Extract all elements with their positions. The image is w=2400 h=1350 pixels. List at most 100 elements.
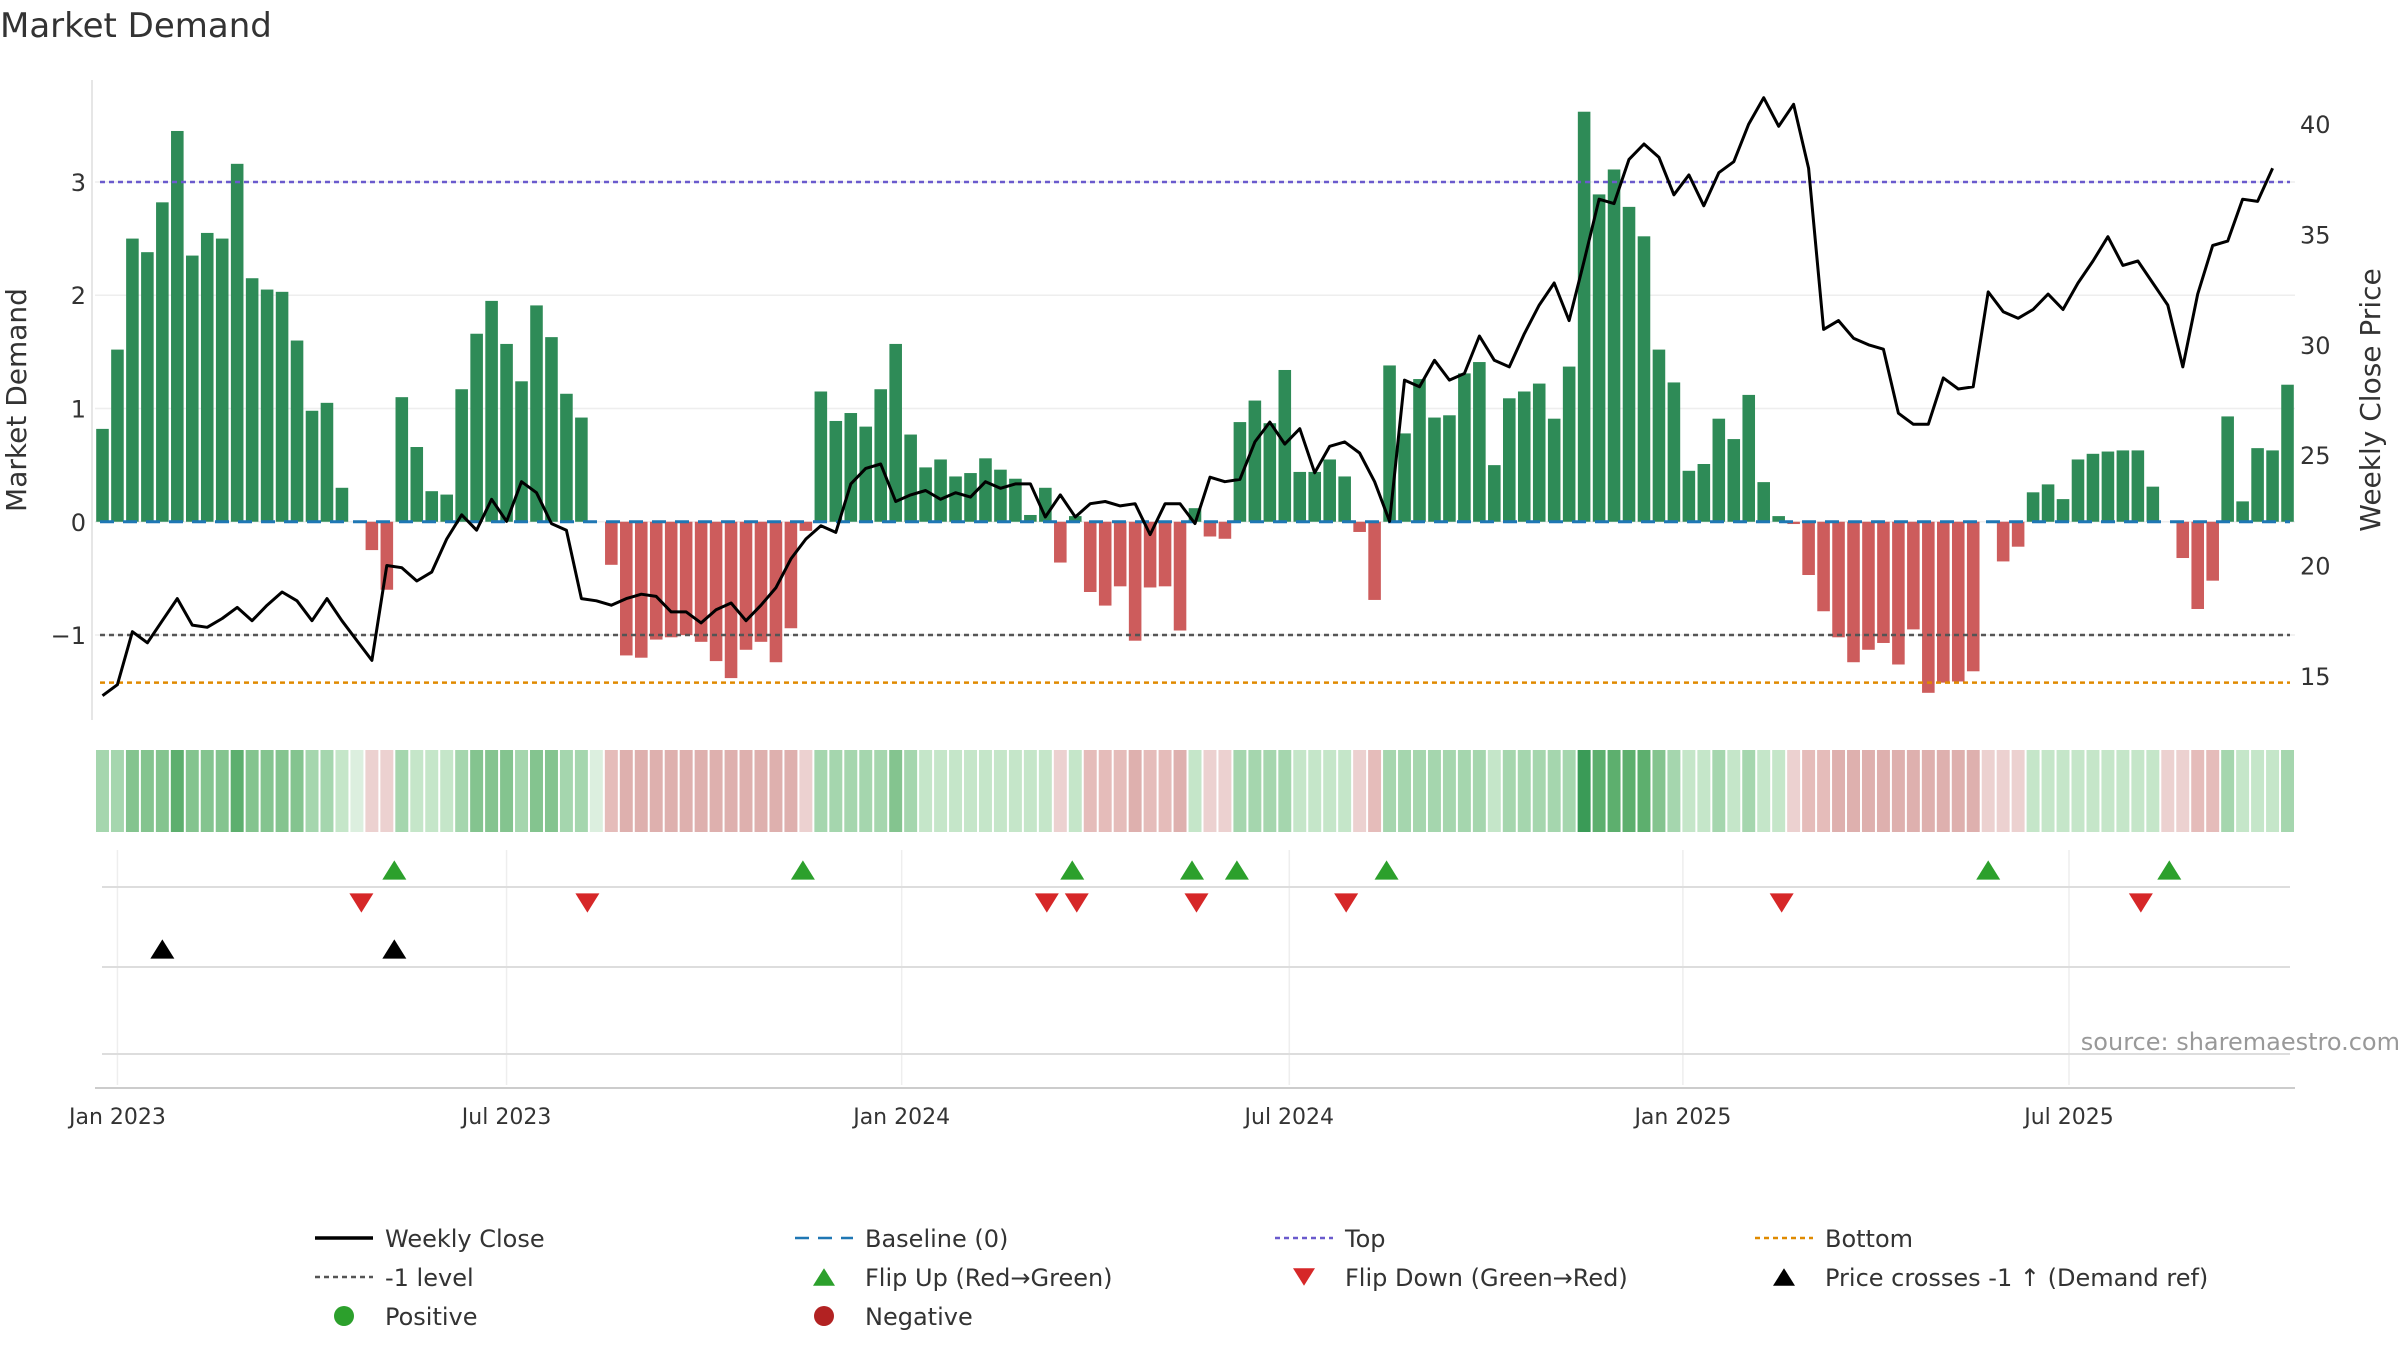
heat-cell (1936, 750, 1950, 832)
heat-cell (305, 750, 319, 832)
heat-cell (2011, 750, 2025, 832)
demand-bar (245, 278, 259, 522)
flip-up-marker (1976, 860, 2001, 880)
heat-cell (200, 750, 214, 832)
demand-bar (1667, 382, 1681, 522)
heat-cell (1757, 750, 1771, 832)
demand-bar (2206, 521, 2219, 581)
demand-bar (1862, 521, 1875, 650)
heat-cell (1802, 750, 1816, 832)
heat-cell (1098, 750, 1112, 832)
demand-bar (1338, 476, 1351, 522)
y2-tick-label: 25 (2300, 442, 2331, 470)
demand-bar (994, 469, 1007, 522)
demand-bar (1083, 521, 1097, 592)
heat-cell (1562, 750, 1576, 832)
demand-bar (754, 521, 768, 642)
heat-cell (1128, 750, 1142, 832)
heat-cell (1083, 750, 1097, 832)
heat-cell (140, 750, 154, 832)
demand-bar (1158, 521, 1172, 587)
legend-label: Positive (385, 1303, 478, 1331)
y-tick-label: 1 (71, 395, 86, 423)
demand-bar (1892, 521, 1905, 665)
demand-bar (1802, 521, 1815, 576)
demand-bar (1966, 521, 1980, 672)
heat-cell (1532, 750, 1546, 832)
price-cross-marker (150, 939, 175, 959)
demand-bar (1652, 349, 1666, 522)
demand-bar (634, 521, 648, 658)
heat-cell (2116, 750, 2130, 832)
heat-cell (1293, 750, 1307, 832)
heat-cell (2131, 750, 2145, 832)
demand-bar (949, 476, 962, 522)
heat-cell (1592, 750, 1606, 832)
demand-bar (305, 410, 319, 522)
heat-cell (1053, 750, 1067, 832)
heat-cell (1847, 750, 1860, 832)
demand-bar (440, 494, 453, 522)
x-tick-label: Jul 2025 (2022, 1105, 2114, 1130)
heat-cell (335, 750, 349, 832)
demand-bar (530, 305, 543, 522)
heat-cell (874, 750, 888, 832)
x-tick-label: Jan 2024 (851, 1105, 950, 1130)
legend-swatch (1773, 1268, 1795, 1286)
heat-cell (1906, 750, 1920, 832)
demand-bar (2011, 521, 2025, 547)
demand-bar (515, 381, 528, 522)
demand-bar (1772, 516, 1785, 522)
heat-cell (410, 750, 424, 832)
demand-bar (979, 458, 992, 522)
heat-cell (425, 750, 439, 832)
heat-cell (664, 750, 678, 832)
heat-cell (829, 750, 843, 832)
demand-bar (2071, 459, 2085, 522)
demand-bar (395, 397, 409, 522)
demand-bar (1473, 362, 1486, 522)
heat-cell (589, 750, 603, 832)
legend-label: Baseline (0) (865, 1225, 1008, 1253)
legend-label: Top (1344, 1225, 1386, 1253)
heat-cell (2251, 750, 2265, 832)
demand-bar (1278, 369, 1292, 522)
demand-bar (1488, 465, 1501, 522)
event-markers (150, 860, 2182, 959)
heat-cell (574, 750, 588, 832)
demand-bar (96, 428, 109, 522)
demand-bar (829, 420, 843, 522)
heat-cell (1921, 750, 1935, 832)
flip-down-marker (1184, 893, 1209, 913)
y-tick-label: −1 (51, 622, 86, 650)
heat-cell (1398, 750, 1412, 832)
flip-down-marker (2128, 893, 2153, 913)
demand-bar (1951, 521, 1965, 682)
demand-bar (799, 521, 813, 531)
demand-bar (1697, 464, 1711, 522)
demand-bar (1547, 418, 1561, 522)
heat-cell (739, 750, 753, 832)
demand-bar (1098, 521, 1112, 606)
heat-cell (275, 750, 289, 832)
demand-bar (814, 391, 828, 522)
flip-up-marker (2157, 860, 2182, 880)
legend-label: Flip Up (Red→Green) (865, 1264, 1113, 1292)
heat-cell (485, 750, 499, 832)
flip-up-marker (790, 860, 815, 880)
heat-cell (1652, 750, 1666, 832)
heat-cell (1876, 750, 1890, 832)
y2-tick-label: 35 (2300, 221, 2331, 249)
heat-cell (1607, 750, 1621, 832)
demand-bar (859, 426, 873, 522)
heat-cell (1517, 750, 1531, 832)
demand-bar (1293, 471, 1307, 522)
demand-bar (1996, 521, 2010, 562)
demand-bar (1742, 394, 1756, 522)
demand-bar (1907, 521, 1920, 630)
demand-bar (560, 393, 573, 522)
heat-cell (1158, 750, 1172, 832)
demand-bar (380, 521, 394, 590)
heat-cell (2266, 750, 2280, 832)
y2-axis-label: Weekly Close Price (2354, 268, 2387, 531)
